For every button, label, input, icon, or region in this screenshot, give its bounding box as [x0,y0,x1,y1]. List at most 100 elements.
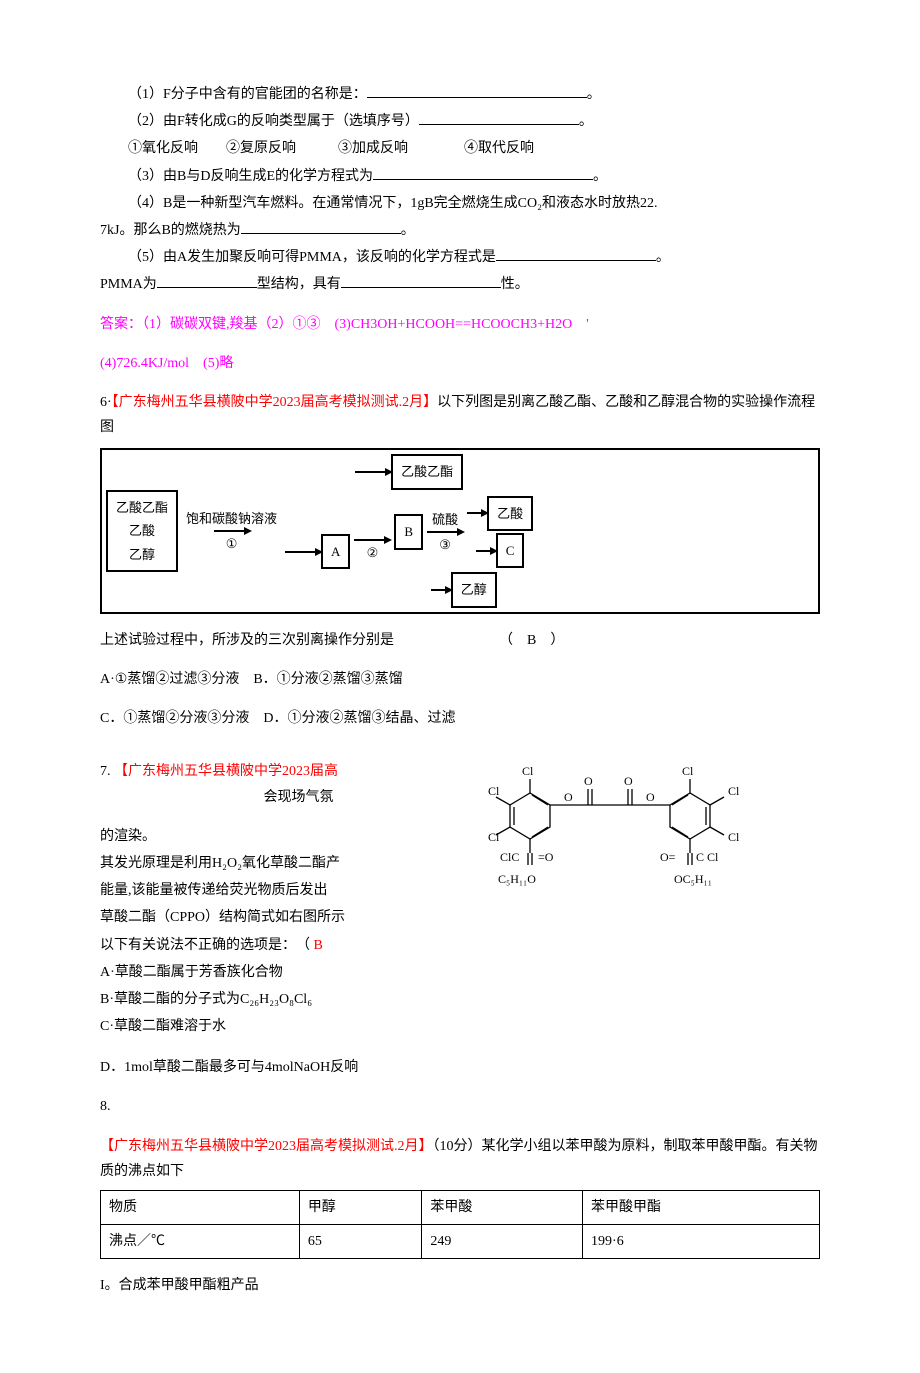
blank [496,246,656,261]
q7-option-d: D．1mol草酸二酯最多可与4molNaOH反响 [100,1055,820,1080]
q7-l5: 草酸二酯（CPPO）结构简式如右图所示 [100,905,820,930]
text: 。 [593,169,607,184]
q7-option-a: A·草酸二酯属于芳香族化合物 [100,960,820,985]
text: 乙酸 [116,519,168,542]
node-c: C [496,533,525,568]
q5-part4a: （4）B是一种新型汽车燃料。在通常情况下，1gB完全燃烧生成CO₂和液态水时放热… [100,191,820,216]
q7-number: 7. [100,764,111,779]
text: 乙酸乙酯 [116,496,168,519]
q5-answer-line2: (4)726.4KJ/mol (5)略 [100,351,820,376]
q6-number: 6· [100,395,112,410]
chem-label: O [624,774,633,788]
q7-option-c: C·草酸二酯难溶于水 [100,1014,820,1039]
q5-part1: （1）F分子中含有的官能团的名称是： 。 [100,82,820,107]
blank [341,273,501,288]
q5-part4b: 7kJ。那么B的燃烧热为 。 [100,218,820,243]
q7-structure-svg: Cl Cl Cl Cl Cl Cl O O O O ClC =O O= C Cl… [460,745,820,904]
q6-options-cd: C．①蒸馏②分液③分液 D．①分液②蒸馏③结晶、过滤 [100,706,820,731]
chem-label: OC₅H₁₁ [674,872,712,886]
label: ② [367,541,379,564]
text: 。 [656,250,670,265]
arrow-icon [476,550,496,552]
q6-header: 6·【广东梅州五华县横陂中学2023届高考模拟测试.2月】以下列图是别离乙酸乙酯… [100,390,820,440]
text: 。 [579,114,593,129]
text: PMMA为 [100,277,157,292]
q5-part3: （3）由B与D反响生成E的化学方程式为。 [100,164,820,189]
answer-letter: B [314,938,323,953]
branch2: B 硫酸 ③ 乙酸 C [394,496,533,608]
node-a: A [321,534,350,569]
table-cell: 物质 [101,1191,300,1225]
label: 硫酸 [432,508,458,531]
q8-source: 【广东梅州五华县横陂中学2023届高考模拟测试.2月】 [100,1139,433,1154]
text: 以下有关说法不正确的选项是： （ [100,938,310,953]
q5-part2-options: ①氧化反响 ②复原反响 ③加成反响 ④取代反响 [100,136,820,161]
q7-block: Cl Cl Cl Cl Cl Cl O O O O ClC =O O= C Cl… [100,745,820,1041]
blank [373,164,593,179]
q7-tail: 会现场气氛 [264,790,334,805]
table-cell: 甲醇 [299,1191,422,1225]
chem-label: Cl [522,764,534,778]
table-cell: 65 [299,1225,422,1259]
q6-stem: 上述试验过程中，所涉及的三次别离操作分别是 （ B ） [100,628,820,653]
arrow-icon [285,551,321,553]
arrow-icon [355,471,391,473]
chem-label: =O [538,850,554,864]
q8-number: 8. [100,1094,820,1119]
label: 饱和碳酸钠溶液 [186,507,277,530]
chem-label: O [646,790,655,804]
q5-part5a: （5）由A发生加聚反响可得PMMA，该反响的化学方程式是 。 [100,245,820,270]
q8-foot: I。合成苯甲酸甲酯粗产品 [100,1273,820,1298]
blank [419,110,579,125]
left-box: 乙酸乙酯 乙酸 乙醇 [106,490,178,572]
q6-options-ab: A·①蒸馏②过滤③分液 B．①分液②蒸馏③蒸馏 [100,667,820,692]
chem-label: O [564,790,573,804]
chem-label: O= [660,850,676,864]
q5-answer-line1: 答案：（1）碳碳双键,羧基（2）①③ (3)CH3OH+HCOOH==HCOOC… [100,312,820,337]
blank [157,273,257,288]
blank [241,219,401,234]
blank [367,83,587,98]
arrow-icon [467,512,487,514]
arrow-icon [427,531,463,533]
chem-label: Cl [728,784,740,798]
text: 乙醇 [116,543,168,566]
text: （2）由F转化成G的反响类型属于（选填序号） [128,114,419,129]
node-acid: 乙酸 [487,496,533,531]
table-cell: 沸点／℃ [101,1225,300,1259]
text: 。 [587,87,601,102]
text: （1）F分子中含有的官能团的名称是： [128,87,367,102]
node-ethanol: 乙醇 [451,572,497,607]
chem-label: O [584,774,593,788]
chem-label: Cl [682,764,694,778]
chem-label: Cl [488,830,500,844]
chem-label: Cl [488,784,500,798]
q7-source: 【广东梅州五华县横陂中学2023届高 [114,764,338,779]
table-row: 物质 甲醇 苯甲酸 苯甲酸甲酯 [101,1191,820,1225]
q6-flowchart: 乙酸乙酯 乙酸 乙醇 饱和碳酸钠溶液 ① 乙酸乙酯 A ② B 硫酸 [100,448,820,614]
text: 7kJ。那么B的燃烧热为 [100,223,241,238]
text: （5）由A发生加聚反响可得PMMA，该反响的化学方程式是 [128,250,496,265]
table-cell: 苯甲酸甲酯 [583,1191,820,1225]
chem-label: ClC [500,850,519,864]
arrow-icon [431,589,451,591]
chem-label: C Cl [696,850,719,864]
q8-header: 【广东梅州五华县横陂中学2023届高考模拟测试.2月】（10分）某化学小组以苯甲… [100,1134,820,1184]
text: 性。 [501,277,529,292]
step1: 饱和碳酸钠溶液 ① [182,507,281,556]
node-b: B [394,514,423,549]
q7-option-b: B·草酸二酯的分子式为C₂₆H₂₃O₈Cl₆ [100,987,820,1012]
table-cell: 249 [422,1225,583,1259]
chem-label: Cl [728,830,740,844]
table-cell: 苯甲酸 [422,1191,583,1225]
branch1: 乙酸乙酯 A ② B 硫酸 ③ [285,454,533,608]
text: 。 [401,223,415,238]
label: ① [226,532,238,555]
arrow-icon [354,539,390,541]
node-ester: 乙酸乙酯 [391,454,463,489]
arrow-icon [214,530,250,532]
table-cell: 199·6 [583,1225,820,1259]
q5-part5b: PMMA为 型结构，具有 性。 [100,272,820,297]
q6-source: 【广东梅州五华县横陂中学2023届高考模拟测试.2月】 [112,395,438,410]
text: 型结构，具有 [257,277,341,292]
